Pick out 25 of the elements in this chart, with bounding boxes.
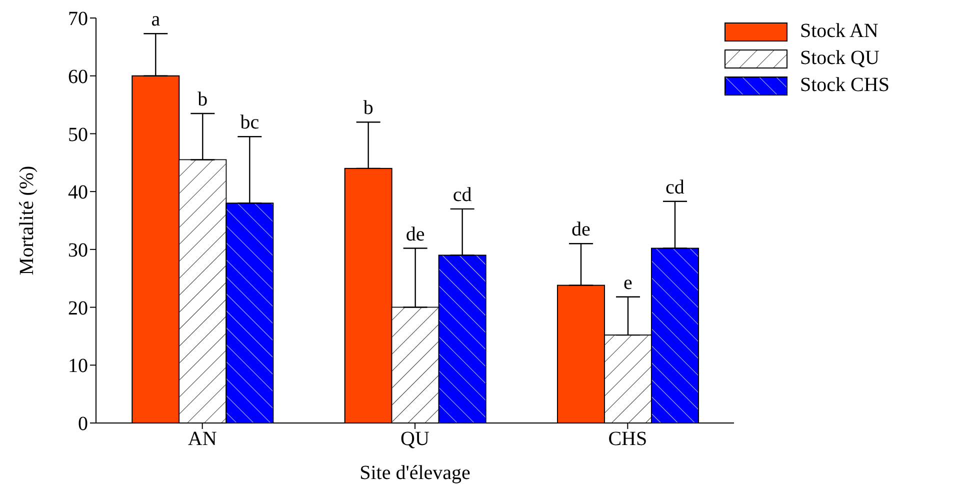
- y-tick-label: 0: [78, 413, 88, 436]
- y-tick-label: 20: [68, 297, 88, 320]
- x-tick-label: QU: [400, 428, 430, 450]
- annotation: de: [572, 218, 591, 241]
- annotation: de: [406, 223, 425, 246]
- y-tick-label: 40: [68, 182, 88, 204]
- annotation: cd: [666, 176, 684, 198]
- y-tick-label: 70: [68, 8, 88, 30]
- x-tick-label: AN: [188, 428, 217, 450]
- y-tick-label: 50: [68, 124, 88, 146]
- y-axis-title: Mortalité (%): [16, 166, 38, 276]
- legend-label: Stock CHS: [800, 74, 890, 97]
- annotation: cd: [452, 184, 472, 206]
- annotation: e: [624, 272, 633, 294]
- y-tick-label: 10: [68, 355, 88, 378]
- legend-label: Stock AN: [800, 20, 878, 43]
- y-tick-label: 30: [68, 240, 88, 262]
- y-tick-label: 60: [68, 66, 88, 88]
- x-tick-label: CHS: [608, 428, 648, 450]
- annotation: b: [198, 88, 208, 110]
- annotation: bc: [240, 112, 260, 134]
- annotation: b: [363, 97, 374, 120]
- annotation: a: [151, 8, 160, 31]
- legend-label: Stock QU: [800, 47, 880, 70]
- x-axis-title: Site d'élevage: [360, 462, 471, 484]
